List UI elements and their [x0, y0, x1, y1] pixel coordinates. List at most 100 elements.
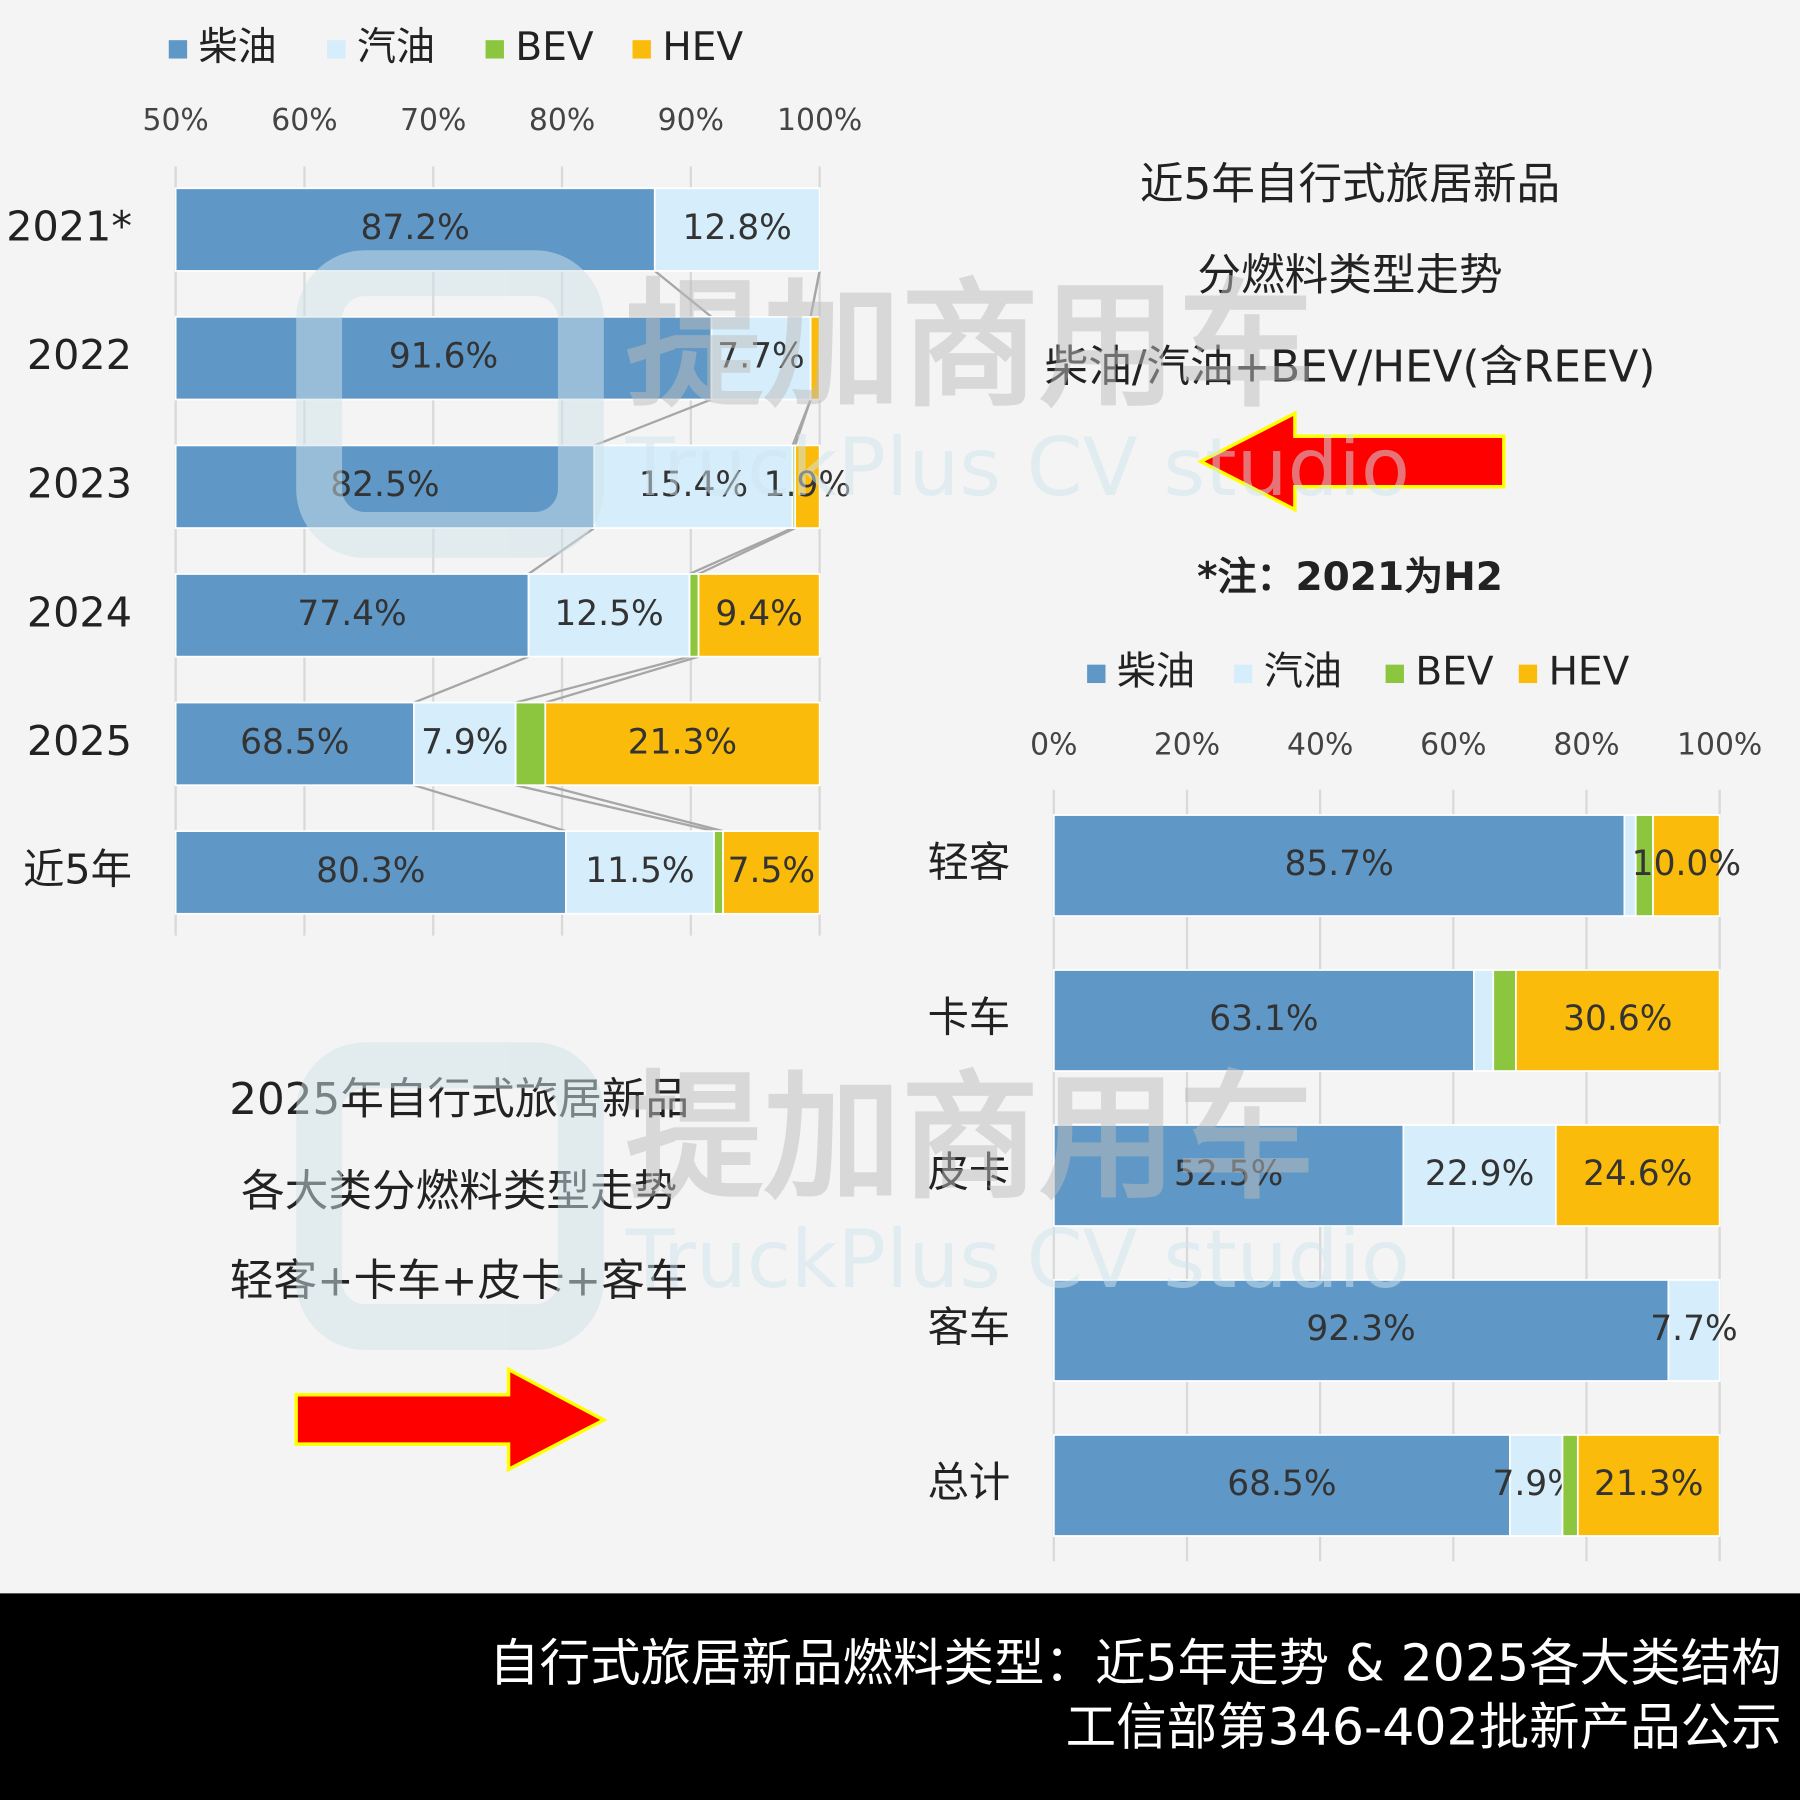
x-tick-label: 80% [1553, 728, 1619, 763]
bar-segment [1473, 969, 1495, 1072]
data-label: 1.9% [764, 465, 851, 505]
data-label: 68.5% [1227, 1464, 1336, 1504]
bar-segment [1492, 969, 1517, 1072]
series-line [515, 655, 690, 704]
legend-label: 汽油 [357, 25, 435, 70]
legend-swatch [1518, 664, 1538, 684]
data-label: 11.5% [585, 851, 694, 891]
data-label: 63.1% [1209, 999, 1318, 1039]
bar-segment [1052, 1279, 1670, 1382]
y-tick-label: 总计 [928, 1458, 1011, 1506]
x-tick-label: 0% [1030, 728, 1077, 763]
data-label: 30.6% [1563, 999, 1672, 1039]
series-line [794, 399, 812, 446]
data-label: 24.6% [1583, 1154, 1692, 1194]
data-label: 15.4% [639, 465, 748, 505]
watermark-text: TruckPlus CV studio [625, 420, 1410, 514]
bar-segment [174, 701, 415, 787]
y-tick-label: 皮卡 [928, 1149, 1011, 1197]
x-tick-label: 20% [1154, 728, 1220, 763]
data-label: 87.2% [361, 208, 470, 248]
bar-segment [1554, 1124, 1721, 1227]
legend-swatch [1385, 664, 1404, 684]
title-line: 分燃料类型走势 [1197, 251, 1502, 301]
data-label: 21.3% [628, 722, 737, 762]
y-tick-label: 2025 [27, 717, 132, 765]
note: *注：2021为H2 [1197, 555, 1503, 600]
x-tick-label: 90% [658, 103, 724, 138]
data-label: 12.8% [683, 208, 792, 248]
data-label: 7.9% [421, 722, 508, 762]
legend-label: 柴油 [1117, 649, 1195, 694]
bar-segment [713, 830, 724, 915]
data-label: 12.5% [554, 594, 663, 634]
watermark-logo [296, 1042, 604, 1350]
legend-label: HEV [662, 25, 743, 70]
x-tick-label: 40% [1287, 728, 1353, 763]
bar-segment [413, 701, 517, 787]
legend-label: 汽油 [1264, 649, 1342, 694]
bar-segment [514, 701, 547, 787]
data-label: 9.4% [715, 594, 802, 634]
legend-swatch [1234, 664, 1253, 684]
bar-segment [174, 315, 713, 401]
x-tick-label: 80% [529, 103, 595, 138]
legend-swatch [485, 40, 504, 59]
data-label: 91.6% [389, 337, 498, 377]
legend-label: 柴油 [199, 25, 277, 70]
bar-segment [710, 315, 812, 401]
bar-segment [1402, 1124, 1557, 1227]
bar-segment [174, 830, 567, 915]
data-label: 82.5% [330, 465, 439, 505]
x-tick-label: 60% [271, 103, 337, 138]
bar-segment [1576, 1434, 1721, 1537]
series-line [654, 270, 713, 318]
bar-segment [1052, 1124, 1405, 1227]
data-label: 85.7% [1284, 844, 1393, 884]
watermark-text: TruckPlus CV studio [625, 1212, 1410, 1306]
data-label: 52.5% [1174, 1154, 1283, 1194]
bar-segment [1652, 814, 1721, 917]
data-label: 7.5% [728, 851, 815, 891]
x-tick-label: 50% [142, 103, 208, 138]
series-line [593, 398, 712, 447]
y-tick-label: 近5年 [23, 845, 132, 893]
footer-band [0, 1593, 1800, 1800]
legend-swatch [1087, 664, 1106, 684]
y-tick-label: 2021* [6, 203, 132, 251]
y-tick-label: 2022 [27, 331, 132, 379]
series-line [413, 655, 529, 704]
series-line [809, 270, 821, 318]
watermark: 提加商用车 TruckPlus CV studio 提加商用车 TruckPlu… [296, 250, 1410, 1350]
y-tick-label: 2023 [27, 460, 132, 508]
y-tick-label: 2024 [27, 588, 132, 636]
data-label: 21.3% [1594, 1464, 1703, 1504]
y-tick-label: 轻客 [928, 839, 1011, 887]
footer-text: 工信部第346-402批新产品公示 [1066, 1698, 1782, 1757]
data-label: 7.7% [717, 337, 804, 377]
title-line: 近5年自行式旅居新品 [1140, 160, 1560, 210]
bar-segment [794, 444, 821, 529]
data-label: 77.4% [297, 594, 406, 634]
data-label: 92.3% [1306, 1309, 1415, 1349]
legend-label: BEV [1415, 649, 1493, 694]
arrow [1196, 410, 1506, 513]
data-label: 10.0% [1632, 844, 1741, 884]
x-tick-label: 60% [1420, 728, 1486, 763]
x-tick-label: 100% [1677, 728, 1762, 763]
title-line: 柴油/汽油+BEV/HEV(含REEV) [1045, 343, 1656, 393]
series-line [545, 784, 724, 833]
data-label: 7.7% [1650, 1309, 1737, 1349]
data-label: 80.3% [316, 851, 425, 891]
series-line [413, 784, 567, 833]
arrow [294, 1366, 608, 1473]
watermark-logo [296, 250, 604, 558]
data-label: 68.5% [240, 722, 349, 762]
watermark-text: 提加商用车 [626, 266, 1315, 426]
watermark-text: 提加商用车 [626, 1059, 1315, 1219]
y-tick-label: 客车 [928, 1303, 1011, 1351]
bar-segment [697, 573, 821, 658]
legend-label: HEV [1549, 649, 1630, 694]
x-tick-label: 100% [777, 103, 862, 138]
